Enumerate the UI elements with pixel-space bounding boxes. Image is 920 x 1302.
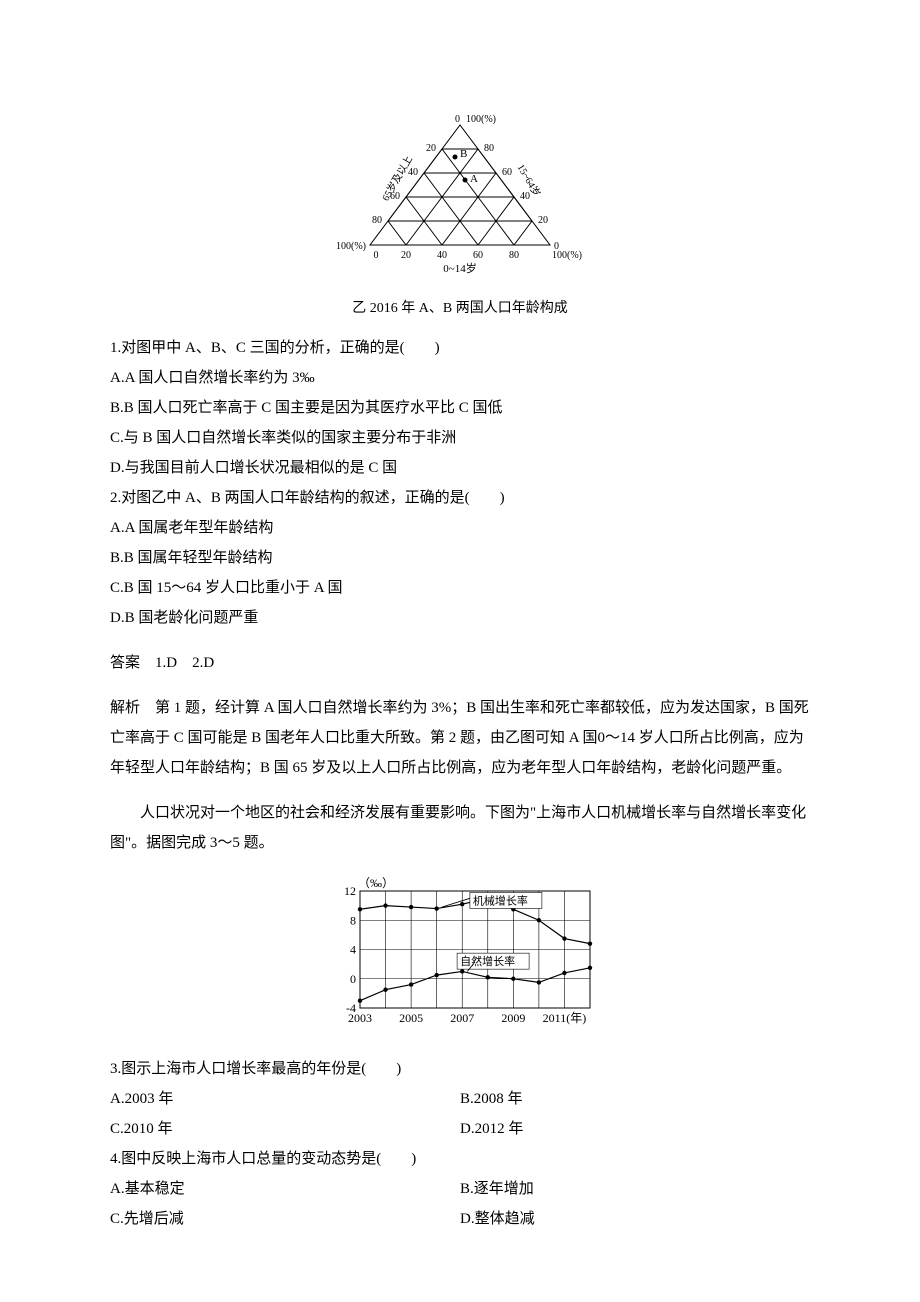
explanation-12: 解析 第 1 题，经计算 A 国人口自然增长率约为 3%；B 国出生率和死亡率都…	[110, 693, 810, 783]
svg-text:A: A	[470, 173, 478, 185]
svg-text:20: 20	[426, 143, 436, 154]
svg-text:0: 0	[350, 972, 356, 986]
q1-stem: 1.对图甲中 A、B、C 三国的分析，正确的是( )	[110, 333, 810, 363]
q1-option-c: C.与 B 国人口自然增长率类似的国家主要分布于非洲	[110, 423, 810, 453]
ternary-svg: 0 20 40 60 80 100(%) 100(%) 80 60 40 20 …	[330, 110, 590, 280]
ternary-figure: 0 20 40 60 80 100(%) 100(%) 80 60 40 20 …	[110, 110, 810, 323]
svg-text:4: 4	[350, 943, 356, 957]
svg-text:机械增长率: 机械增长率	[473, 893, 528, 907]
q3-option-b: B.2008 年	[460, 1084, 810, 1114]
q2-option-b: B.B 国属年轻型年龄结构	[110, 543, 810, 573]
svg-text:100(%): 100(%)	[552, 250, 582, 261]
answer-12-text: 1.D 2.D	[140, 655, 214, 671]
q2-option-d: D.B 国老龄化问题严重	[110, 603, 810, 633]
svg-text:40: 40	[437, 250, 447, 261]
ternary-caption: 乙 2016 年 A、B 两国人口年龄构成	[110, 295, 810, 323]
svg-text:80: 80	[484, 143, 494, 154]
svg-text:20: 20	[401, 250, 411, 261]
svg-text:80: 80	[509, 250, 519, 261]
svg-text:自然增长率: 自然增长率	[460, 954, 515, 968]
svg-text:80: 80	[372, 215, 382, 226]
svg-text:2007: 2007	[450, 1011, 474, 1025]
q1-option-d: D.与我国目前人口增长状况最相似的是 C 国	[110, 453, 810, 483]
q4-option-a: A.基本稳定	[110, 1174, 460, 1204]
explanation-12-text: 第 1 题，经计算 A 国人口自然增长率约为 3%；B 国出生率和死亡率都较低，…	[110, 700, 809, 776]
q3-option-d: D.2012 年	[460, 1114, 810, 1144]
q3-option-c: C.2010 年	[110, 1114, 460, 1144]
q4-option-c: C.先增后减	[110, 1204, 460, 1234]
svg-text:100(%): 100(%)	[336, 241, 366, 252]
q1-option-b: B.B 国人口死亡率高于 C 国主要是因为其医疗水平比 C 国低	[110, 393, 810, 423]
svg-text:60: 60	[473, 250, 483, 261]
explanation-label: 解析	[110, 699, 140, 716]
svg-text:100(%): 100(%)	[466, 114, 496, 125]
svg-text:B: B	[460, 148, 467, 160]
svg-text:0: 0	[374, 250, 379, 261]
intro-35: 人口状况对一个地区的社会和经济发展有重要影响。下图为"上海市人口机械增长率与自然…	[110, 798, 810, 858]
svg-text:2005: 2005	[399, 1011, 423, 1025]
answer-label: 答案	[110, 654, 140, 671]
q4-option-b: B.逐年增加	[460, 1174, 810, 1204]
q2-option-a: A.A 国属老年型年龄结构	[110, 513, 810, 543]
q1-option-a: A.A 国人口自然增长率约为 3‰	[110, 363, 810, 393]
svg-text:2003: 2003	[348, 1011, 372, 1025]
svg-text:0: 0	[455, 114, 460, 125]
q4-stem: 4.图中反映上海市人口总量的变动态势是( )	[110, 1144, 810, 1174]
svg-text:2011(年): 2011(年)	[543, 1011, 587, 1025]
svg-text:60: 60	[502, 167, 512, 178]
svg-text:0~14岁: 0~14岁	[443, 261, 476, 275]
svg-text:（‰）: （‰）	[358, 876, 394, 890]
svg-text:8: 8	[350, 913, 356, 927]
q3-option-a: A.2003 年	[110, 1084, 460, 1114]
q2-option-c: C.B 国 15～64 岁人口比重小于 A 国	[110, 573, 810, 603]
svg-text:12: 12	[344, 884, 356, 898]
line-chart-svg: -40481220032005200720092011(年)（‰）机械增长率自然…	[320, 873, 600, 1033]
q2-stem: 2.对图乙中 A、B 两国人口年龄结构的叙述，正确的是( )	[110, 483, 810, 513]
svg-text:40: 40	[520, 191, 530, 202]
svg-text:2009: 2009	[501, 1011, 525, 1025]
answer-12: 答案 1.D 2.D	[110, 648, 810, 678]
svg-text:20: 20	[538, 215, 548, 226]
q4-option-d: D.整体趋减	[460, 1204, 810, 1234]
q3-stem: 3.图示上海市人口增长率最高的年份是( )	[110, 1054, 810, 1084]
line-chart-figure: -40481220032005200720092011(年)（‰）机械增长率自然…	[110, 873, 810, 1044]
